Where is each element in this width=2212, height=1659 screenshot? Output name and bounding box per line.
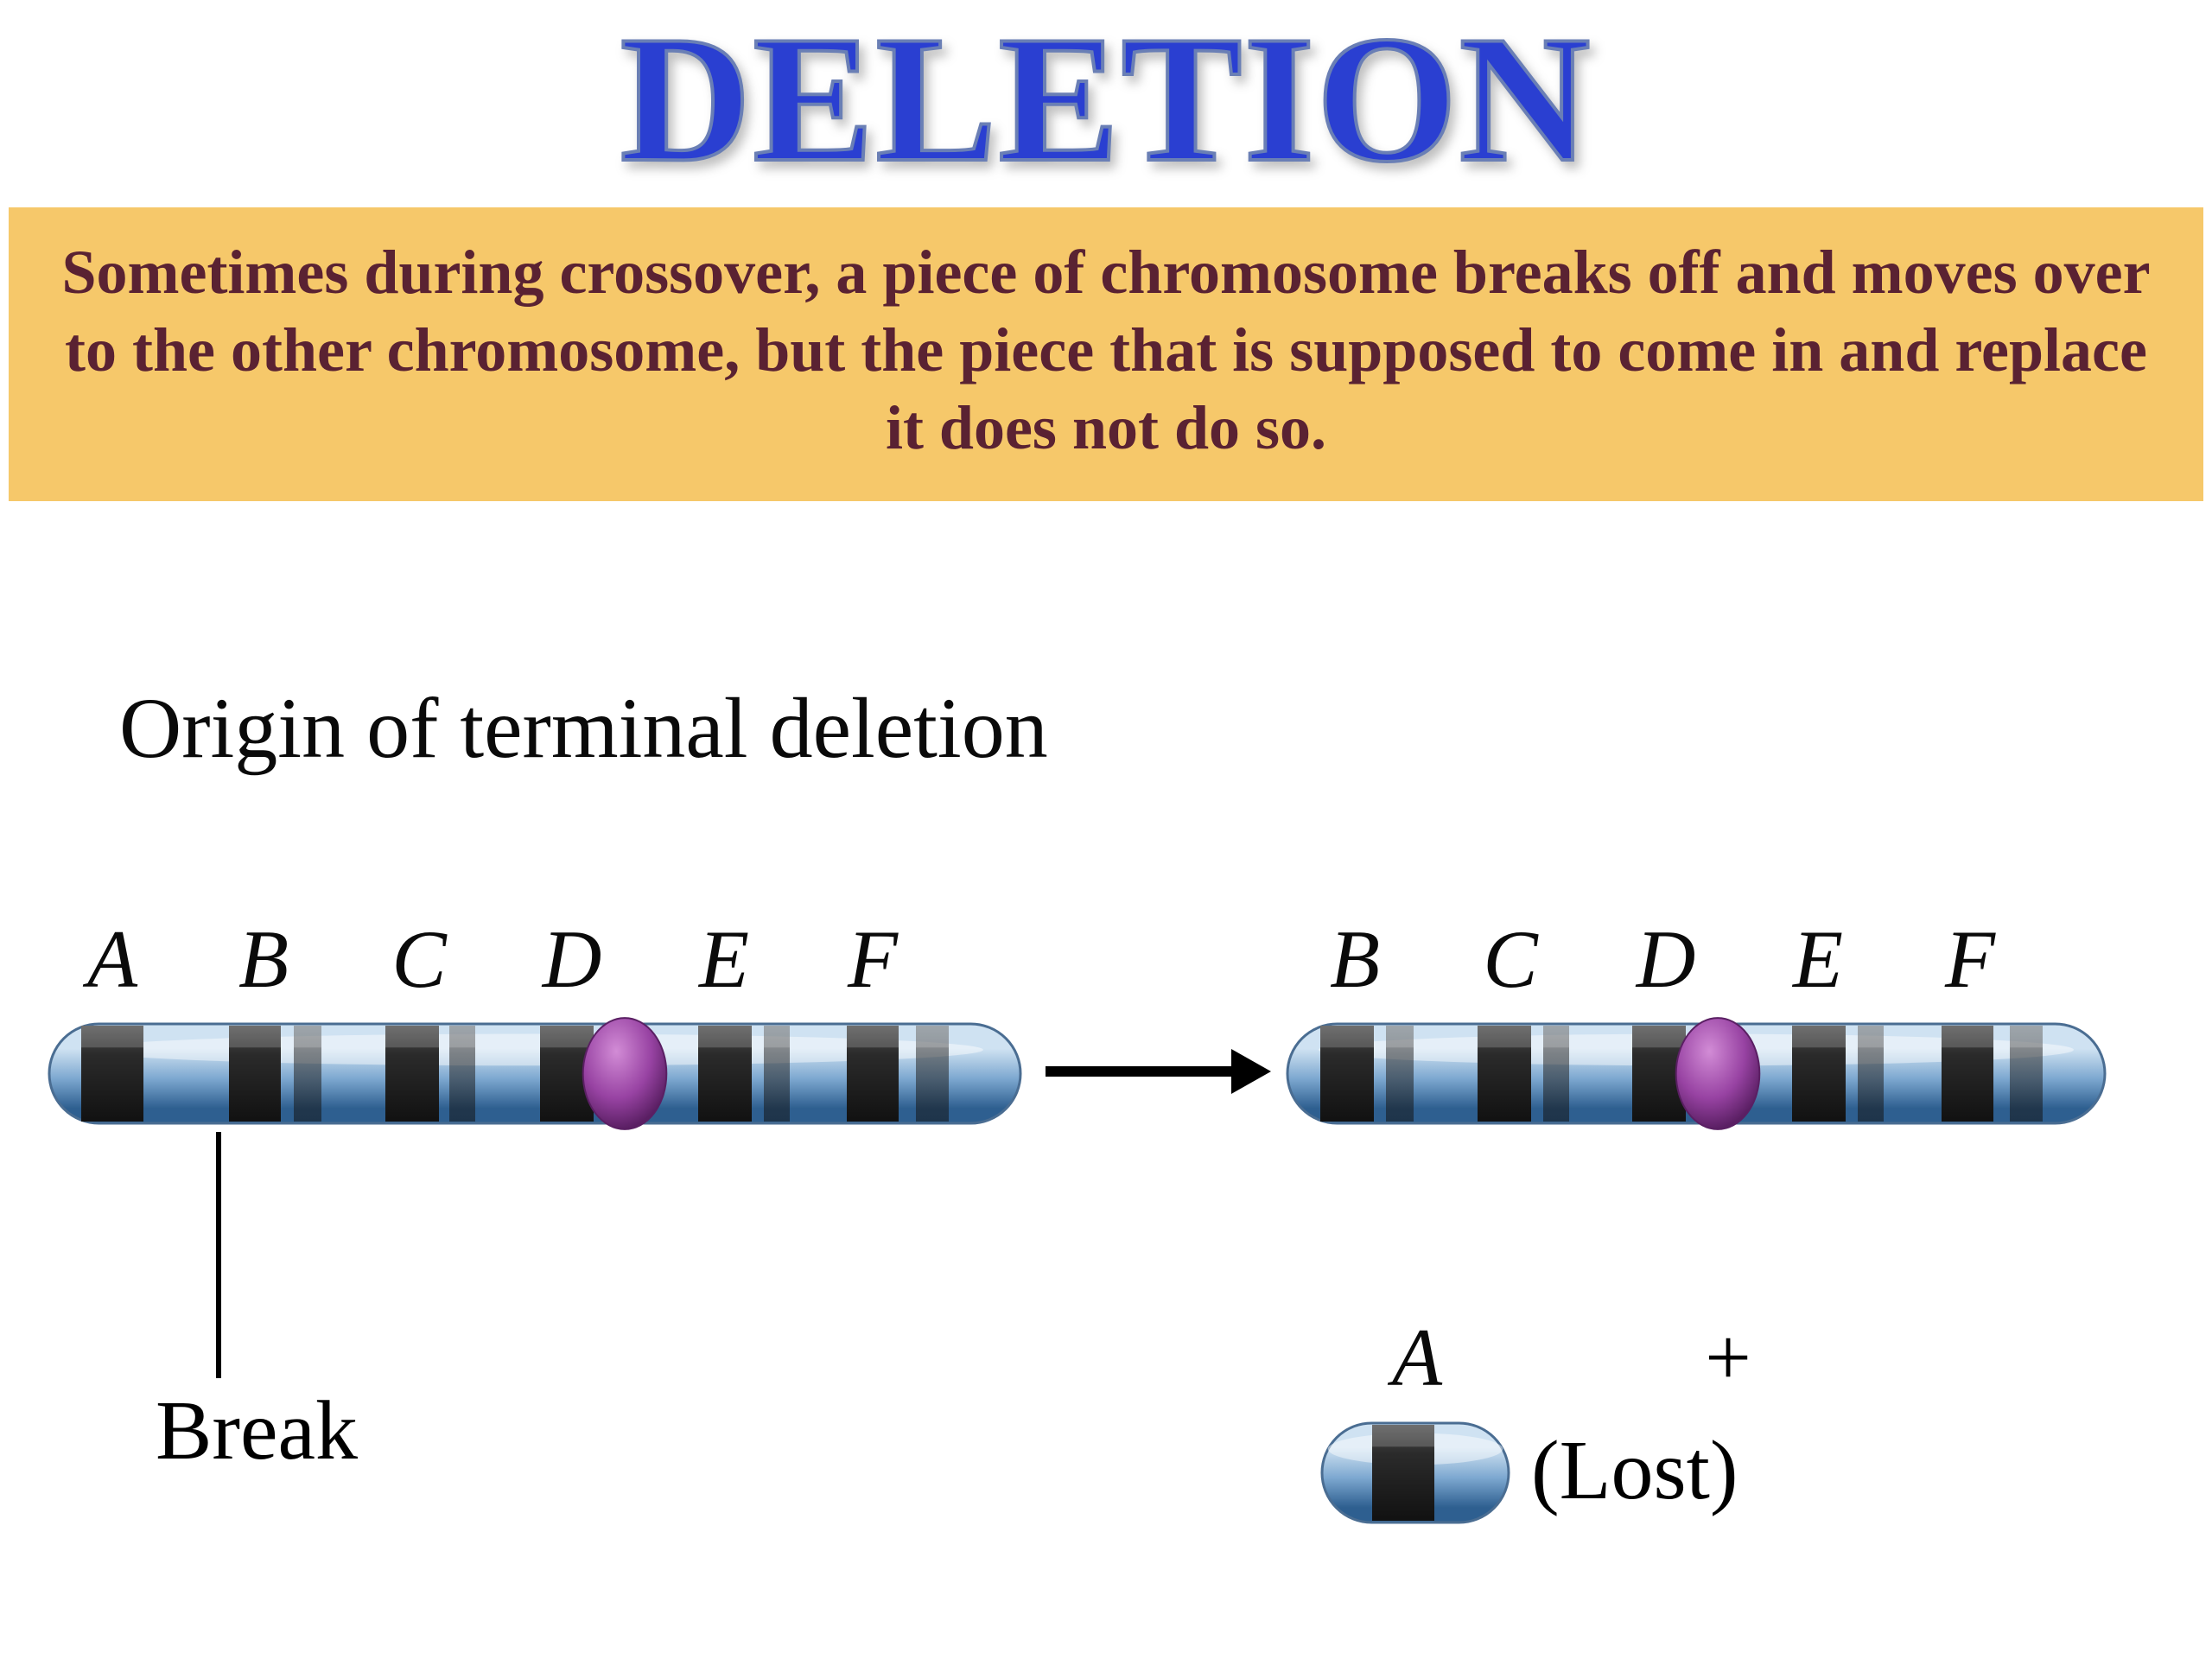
right-chromosome bbox=[1286, 1015, 2107, 1132]
gene-label: F bbox=[1945, 912, 1995, 1007]
lost-fragment-chromosome bbox=[1320, 1414, 1510, 1531]
description-text: Sometimes during crossover, a piece of c… bbox=[61, 238, 2150, 462]
plus-symbol: + bbox=[1705, 1310, 1751, 1405]
gene-label: E bbox=[699, 912, 749, 1007]
diagram-subtitle: Origin of terminal deletion bbox=[119, 678, 1048, 778]
break-label: Break bbox=[156, 1382, 358, 1479]
gene-label: D bbox=[543, 912, 602, 1007]
slide-title: DELETION bbox=[0, 0, 2212, 190]
gene-label: B bbox=[1330, 912, 1380, 1007]
gene-label: F bbox=[848, 912, 898, 1007]
arrow-head-icon bbox=[1231, 1049, 1271, 1094]
slide-title-text: DELETION bbox=[620, 9, 1592, 190]
arrow-line bbox=[1046, 1066, 1231, 1077]
lost-fragment-label-A: A bbox=[1392, 1310, 1442, 1405]
gene-label: C bbox=[1483, 912, 1537, 1007]
break-line bbox=[216, 1132, 221, 1378]
gene-label: E bbox=[1793, 912, 1843, 1007]
lost-label: (Lost) bbox=[1531, 1422, 1738, 1519]
gene-label: A bbox=[87, 912, 137, 1007]
gene-label: C bbox=[391, 912, 446, 1007]
gene-label: B bbox=[238, 912, 289, 1007]
description-box: Sometimes during crossover, a piece of c… bbox=[9, 207, 2203, 501]
slide: DELETION Sometimes during crossover, a p… bbox=[0, 0, 2212, 1659]
left-chromosome bbox=[48, 1015, 1022, 1132]
gene-label: D bbox=[1637, 912, 1696, 1007]
arrow-icon bbox=[1046, 1049, 1271, 1094]
